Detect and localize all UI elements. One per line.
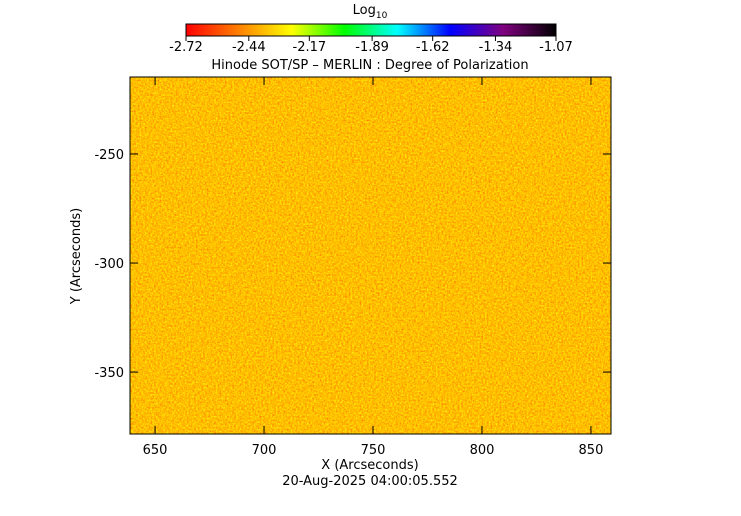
polarization-map: [130, 77, 611, 434]
y-tick-label: -350: [94, 366, 124, 381]
y-tick-label: -250: [94, 148, 124, 163]
colorbar-tick-label: -1.89: [355, 40, 389, 55]
x-tick-label: 800: [470, 443, 495, 458]
colorbar-tick-label: -1.34: [479, 40, 513, 55]
colorbar-label: Log10: [353, 3, 388, 21]
colorbar-tick-label: -1.62: [416, 40, 450, 55]
chart-title: Hinode SOT/SP – MERLIN : Degree of Polar…: [211, 58, 528, 73]
colorbar-tick-label: -2.17: [293, 40, 327, 55]
colorbar-tick-label: -1.07: [539, 40, 573, 55]
x-tick-label: 750: [361, 443, 386, 458]
x-tick-label: 850: [579, 443, 604, 458]
colorbar-tick-label: -2.72: [169, 40, 203, 55]
y-axis-label: Y (Arcseconds): [69, 208, 84, 305]
footer-date: 20-Aug-2025 04:00:05.552: [282, 474, 458, 489]
x-tick-label: 700: [252, 443, 277, 458]
colorbar: [185, 23, 557, 37]
y-tick-label: -300: [94, 257, 124, 272]
x-axis-label: X (Arcseconds): [321, 458, 418, 473]
x-tick-label: 650: [143, 443, 168, 458]
colorbar-tick-label: -2.44: [232, 40, 266, 55]
plot-frame: [129, 76, 612, 435]
